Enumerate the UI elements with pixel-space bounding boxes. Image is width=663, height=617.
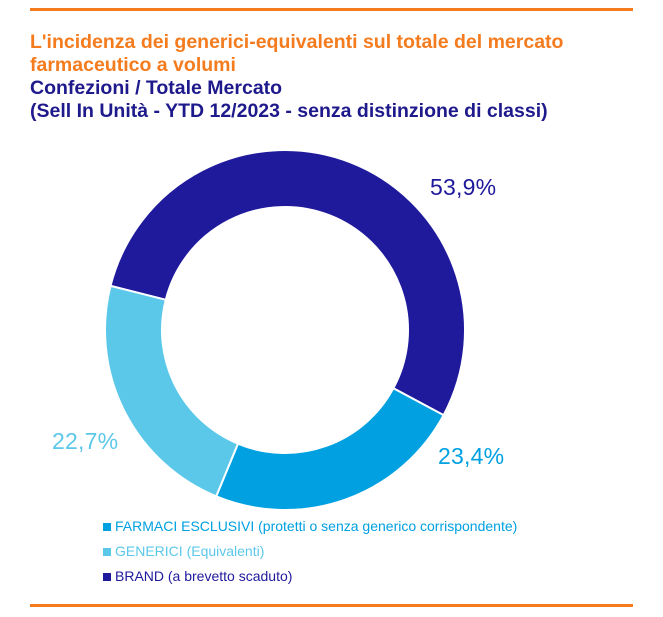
legend-label: BRAND (a brevetto scaduto): [115, 568, 293, 584]
slice-label-brand: 53,9%: [430, 174, 497, 200]
legend-item-generici: GENERICI (Equivalenti): [103, 539, 517, 564]
bottom-divider: [30, 604, 633, 607]
legend-swatch: [103, 547, 111, 556]
donut-slice-brand: [109, 149, 467, 417]
slice-label-generici: 22,7%: [52, 428, 119, 454]
donut-slice-generici: [104, 284, 240, 498]
top-divider: [30, 8, 633, 11]
subtitle-line-1: Confezioni / Totale Mercato: [30, 77, 283, 99]
legend-swatch: [103, 572, 111, 581]
legend-item-brand: BRAND (a brevetto scaduto): [103, 564, 517, 589]
legend-item-farmaci-esclusivi: FARMACI ESCLUSIVI (protetti o senza gene…: [103, 514, 517, 539]
slice-label-farmaci-esclusivi: 23,4%: [438, 443, 505, 469]
legend-label: GENERICI (Equivalenti): [115, 543, 265, 559]
donut-slice-farmaci-esclusivi: [214, 386, 445, 511]
subtitle-line-2: (Sell In Unità - YTD 12/2023 - senza dis…: [30, 100, 548, 122]
chart-subtitle: Confezioni / Totale Mercato (Sell In Uni…: [30, 77, 650, 123]
chart-title: L'incidenza dei generici-equivalenti sul…: [30, 31, 564, 76]
chart-legend: FARMACI ESCLUSIVI (protetti o senza gene…: [103, 514, 517, 589]
legend-label: FARMACI ESCLUSIVI (protetti o senza gene…: [115, 518, 518, 534]
legend-swatch: [103, 522, 111, 531]
